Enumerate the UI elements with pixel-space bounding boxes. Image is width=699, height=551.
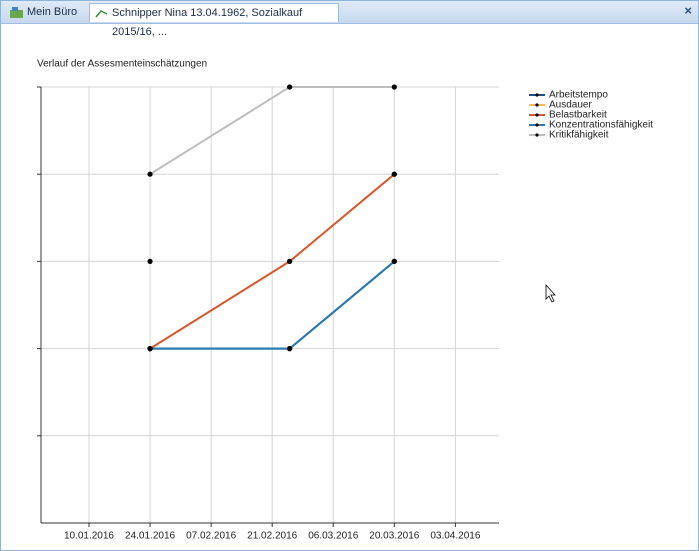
tab-label: Schnipper Nina 13.04.1962, Sozialkauf 20… — [112, 7, 303, 38]
legend-label: Konzentrationsfähigkeit — [549, 120, 653, 131]
tab-bar: Mein Büro Schnipper Nina 13.04.1962, Soz… — [1, 1, 698, 38]
data-point — [287, 346, 293, 352]
tab-label: Mein Büro — [27, 6, 78, 18]
legend-label: Belastbarkeit — [549, 110, 607, 121]
data-point — [287, 258, 293, 264]
legend-marker — [535, 93, 539, 97]
tab[interactable]: Mein Büro — [5, 3, 85, 22]
x-tick-label: 10.01.2016 — [64, 531, 114, 542]
x-tick-label: 03.04.2016 — [430, 531, 480, 542]
data-point — [391, 258, 397, 264]
legend-marker — [535, 103, 539, 107]
data-point — [147, 171, 153, 177]
data-point — [391, 84, 397, 90]
legend-label: Arbeitstempo — [549, 90, 608, 101]
mouse-cursor — [545, 283, 556, 303]
data-point — [147, 346, 153, 352]
x-tick-label: 07.02.2016 — [186, 531, 236, 542]
chart-title: Verlauf der Assesmenteinschätzungen — [37, 59, 207, 70]
tab[interactable]: Schnipper Nina 13.04.1962, Sozialkauf 20… — [89, 3, 339, 38]
legend-marker — [535, 133, 539, 137]
data-point — [391, 171, 397, 177]
x-tick-label: 20.03.2016 — [369, 531, 419, 542]
legend-marker — [535, 113, 539, 117]
x-tick-label: 21.02.2016 — [247, 531, 297, 542]
close-button[interactable]: × — [684, 3, 692, 18]
legend-marker — [535, 123, 539, 127]
x-tick-label: 06.03.2016 — [308, 531, 358, 542]
chart: Verlauf der Assesmenteinschätzungen 10.0… — [37, 59, 653, 542]
legend-label: Ausdauer — [549, 100, 592, 111]
tab-icon — [10, 7, 23, 18]
data-point — [287, 84, 293, 90]
data-point — [147, 258, 153, 264]
x-tick-label: 24.01.2016 — [125, 531, 175, 542]
legend-label: Kritikfähigkeit — [549, 130, 609, 141]
tab-icon — [95, 10, 108, 18]
